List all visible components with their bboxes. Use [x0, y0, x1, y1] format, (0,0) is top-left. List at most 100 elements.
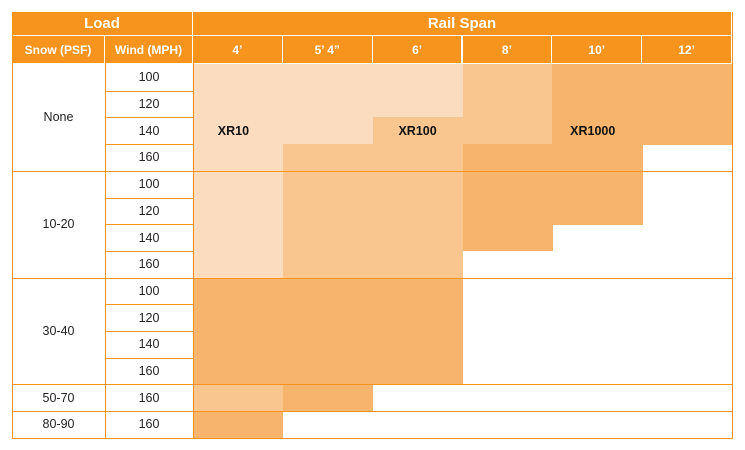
- span-fill-cell: [193, 64, 284, 92]
- wind-speed-label: 160: [138, 390, 160, 405]
- span-fill-cell: [462, 117, 553, 145]
- span-fill-cell: [372, 90, 463, 118]
- grid-line: [12, 170, 732, 172]
- span-fill-cell: [282, 357, 374, 385]
- span-header-3: 8’: [462, 36, 553, 64]
- span-fill-cell: [372, 117, 463, 145]
- span-fill-cell: [552, 117, 643, 145]
- snow-load-label: None: [43, 110, 74, 125]
- snow-column-header: Snow (PSF): [12, 36, 105, 64]
- rail-region-label: XR1000: [570, 123, 616, 138]
- span-fill-cell: [462, 170, 553, 198]
- snow-load-label: 50-70: [42, 390, 75, 405]
- wind-speed-label: 100: [138, 283, 160, 298]
- span-fill-cell: [372, 357, 463, 385]
- span-header-2: 6’: [372, 36, 463, 64]
- span-fill-cell: [372, 331, 463, 359]
- span-fill-cell: [462, 64, 553, 92]
- wind-speed-label: 140: [138, 337, 160, 352]
- span-fill-cell: [193, 277, 284, 305]
- snow-load-label: 80-90: [42, 417, 75, 432]
- span-fill-cell: [282, 144, 374, 172]
- wind-speed-label: 160: [138, 150, 160, 165]
- span-fill-cell: [552, 170, 643, 198]
- grid-line: [12, 437, 733, 439]
- span-fill-cell: [462, 90, 553, 118]
- grid-line: [105, 36, 106, 438]
- grid-line: [105, 357, 193, 359]
- span-fill-cell: [642, 117, 733, 145]
- rail-span-header: Rail Span: [193, 12, 732, 36]
- span-fill-cell: [193, 411, 284, 439]
- grid-line: [732, 12, 733, 438]
- span-fill-cell: [193, 331, 284, 359]
- span-fill-cell: [282, 117, 374, 145]
- wind-speed-label: 160: [138, 417, 160, 432]
- wind-column-header: Wind (MPH): [105, 36, 193, 64]
- span-fill-cell: [552, 64, 643, 92]
- span-fill-cell: [193, 250, 284, 279]
- span-fill-cell: [372, 197, 463, 225]
- span-fill-cell: [193, 224, 284, 252]
- wind-speed-label: 100: [138, 70, 160, 85]
- span-fill-cell: [193, 357, 284, 385]
- span-fill-cell: [462, 144, 553, 172]
- span-fill-cell: [282, 170, 374, 198]
- span-fill-cell: [372, 64, 463, 92]
- span-fill-cell: [193, 170, 284, 198]
- span-fill-cell: [642, 90, 733, 118]
- grid-line: [193, 36, 194, 438]
- wind-speed-label: 140: [138, 123, 160, 138]
- span-fill-cell: [372, 144, 463, 172]
- wind-speed-label: 120: [138, 203, 160, 218]
- span-fill-cell: [372, 277, 463, 305]
- span-fill-cell: [372, 170, 463, 198]
- span-header-4: 10’: [552, 36, 643, 64]
- rail-region-label: XR10: [217, 123, 250, 138]
- grid-line: [105, 90, 193, 92]
- grid-line: [105, 304, 193, 306]
- span-header-1: 5’ 4”: [282, 36, 373, 64]
- grid-line: [105, 144, 193, 146]
- span-fill-cell: [462, 224, 553, 252]
- wind-speed-label: 120: [138, 310, 160, 325]
- wind-speed-label: 140: [138, 230, 160, 245]
- span-fill-cell: [193, 384, 284, 412]
- grid-line: [105, 224, 193, 226]
- span-fill-cell: [282, 64, 374, 92]
- snow-load-label: 10-20: [42, 217, 75, 232]
- grid-line: [105, 250, 193, 252]
- span-fill-cell: [282, 277, 374, 305]
- span-fill-cell: [282, 331, 374, 359]
- grid-line: [105, 331, 193, 332]
- snow-load-label: 30-40: [42, 323, 75, 338]
- span-header-5: 12’: [642, 36, 732, 64]
- span-fill-cell: [193, 144, 284, 172]
- span-fill-cell: [282, 304, 374, 332]
- wind-speed-label: 160: [138, 364, 160, 379]
- span-fill-cell: [282, 224, 374, 252]
- span-fill-cell: [462, 197, 553, 225]
- span-fill-cell: [552, 197, 643, 225]
- span-fill-cell: [282, 384, 374, 412]
- span-fill-cell: [193, 117, 284, 145]
- grid-line: [12, 384, 732, 386]
- grid-line: [105, 117, 193, 119]
- span-fill-cell: [193, 90, 284, 118]
- grid-line: [12, 411, 732, 413]
- wind-speed-label: 100: [138, 177, 160, 192]
- rail-region-label: XR100: [398, 123, 437, 138]
- span-fill-cell: [552, 144, 643, 172]
- load-header: Load: [12, 12, 193, 36]
- span-header-0: 4’: [193, 36, 283, 64]
- span-fill-cell: [372, 224, 463, 252]
- grid-line: [12, 277, 732, 279]
- span-fill-cell: [193, 304, 284, 332]
- span-fill-cell: [282, 90, 374, 118]
- span-fill-cell: [552, 90, 643, 118]
- span-fill-cell: [193, 197, 284, 225]
- span-fill-cell: [642, 64, 733, 92]
- wind-speed-label: 160: [138, 257, 160, 272]
- span-fill-cell: [282, 250, 374, 279]
